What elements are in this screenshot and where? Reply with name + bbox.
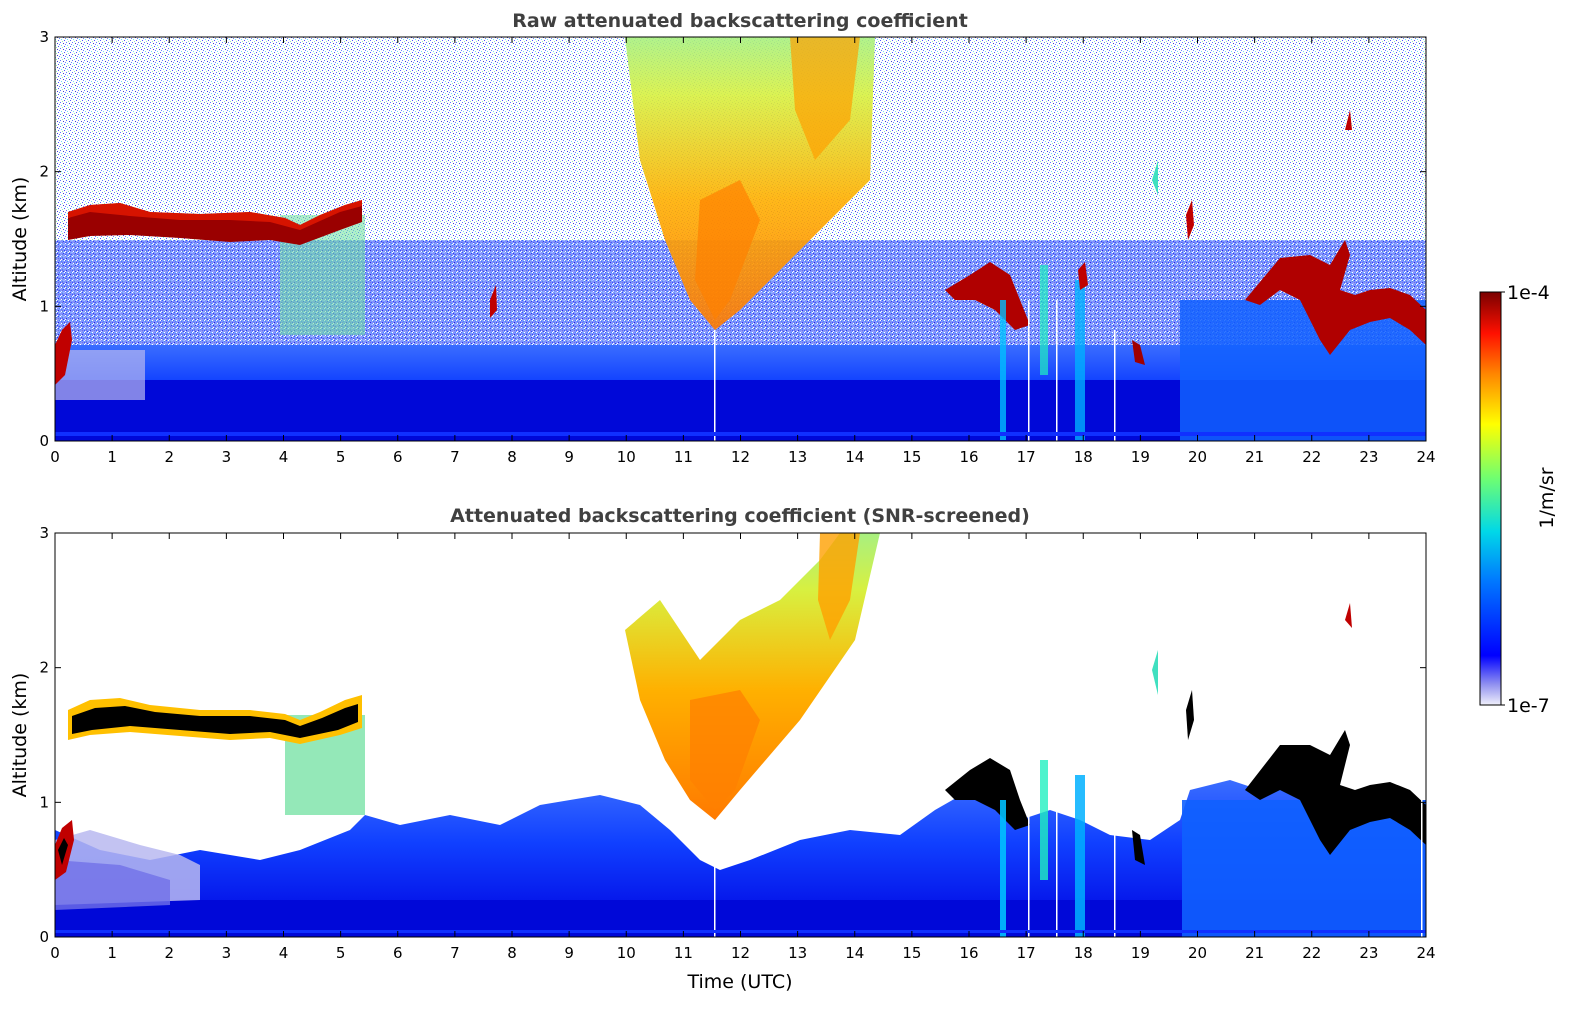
x-tick-label: 24 [1416,448,1435,466]
y-tick-label: 2 [39,659,49,677]
y-tick-label: 1 [39,793,49,811]
x-tick-label: 7 [450,944,460,962]
colorbar-max-label: 1e-4 [1507,282,1550,304]
y-axis-label: Altitude (km) [9,673,31,798]
y-tick-label: 0 [39,432,49,450]
raw-backscatter-panel: Raw attenuated backscattering coefficien… [9,10,1436,466]
colorbar-gradient [1479,291,1502,706]
x-tick-label: 1 [107,448,117,466]
y-tick-label: 3 [39,524,49,542]
x-tick-label: 0 [50,944,60,962]
x-tick-label: 20 [1188,944,1207,962]
x-tick-label: 17 [1017,944,1036,962]
x-tick-label: 22 [1302,944,1321,962]
y-axis-label: Altitude (km) [9,177,31,302]
x-tick-label: 14 [845,448,864,466]
y-tick-label: 1 [39,297,49,315]
colorbar: 1e-4 1e-7 1/m/sr [1479,282,1558,717]
x-tick-label: 19 [1131,448,1150,466]
y-tick-label: 0 [39,928,49,946]
heatmap-image [55,533,1426,937]
x-tick-label: 15 [902,944,921,962]
x-tick-label: 13 [788,944,807,962]
y-tick-label: 2 [39,163,49,181]
x-tick-label: 18 [1074,944,1093,962]
x-tick-label: 2 [164,944,174,962]
x-tick-label: 11 [674,944,693,962]
x-tick-label: 21 [1245,944,1264,962]
x-tick-label: 13 [788,448,807,466]
x-tick-label: 8 [507,448,517,466]
y-axis: 0 1 2 3 [39,524,1426,946]
x-tick-label: 16 [959,944,978,962]
snr-screened-backscatter-panel: Attenuated backscattering coefficient (S… [9,505,1436,993]
x-tick-label: 10 [617,448,636,466]
x-tick-label: 21 [1245,448,1264,466]
x-tick-label: 18 [1074,448,1093,466]
colorbar-min-label: 1e-7 [1507,695,1550,717]
x-tick-label: 12 [731,448,750,466]
colorbar-label: 1/m/sr [1536,467,1558,528]
x-tick-label: 11 [674,448,693,466]
x-tick-label: 6 [393,448,403,466]
x-tick-label: 23 [1359,944,1378,962]
y-axis: 0 1 2 3 [39,28,1426,450]
x-tick-label: 0 [50,448,60,466]
x-tick-label: 8 [507,944,517,962]
x-tick-label: 4 [279,448,289,466]
x-tick-label: 10 [617,944,636,962]
x-tick-label: 23 [1359,448,1378,466]
x-tick-label: 1 [107,944,117,962]
x-tick-label: 4 [279,944,289,962]
x-tick-label: 12 [731,944,750,962]
x-tick-label: 20 [1188,448,1207,466]
chart-title: Attenuated backscattering coefficient (S… [450,505,1030,527]
x-tick-label: 16 [959,448,978,466]
x-tick-label: 7 [450,448,460,466]
x-tick-label: 19 [1131,944,1150,962]
x-axis-label: Time (UTC) [686,971,792,993]
x-tick-label: 22 [1302,448,1321,466]
x-tick-label: 17 [1017,448,1036,466]
x-tick-label: 14 [845,944,864,962]
x-tick-label: 9 [564,448,574,466]
heatmap-image [55,37,1426,441]
x-tick-label: 6 [393,944,403,962]
x-tick-label: 5 [336,944,346,962]
x-tick-label: 5 [336,448,346,466]
x-tick-label: 2 [164,448,174,466]
y-tick-label: 3 [39,28,49,46]
x-axis: 0 1 2 3 4 5 6 7 8 9 10 11 12 13 14 15 16 17 18 19 20 21 22 23 24 [50,37,1436,466]
chart-title: Raw attenuated backscattering coefficien… [512,10,968,32]
x-tick-label: 15 [902,448,921,466]
x-tick-label: 3 [222,448,232,466]
x-tick-label: 3 [222,944,232,962]
x-tick-label: 9 [564,944,574,962]
x-axis: 0 1 2 3 4 5 6 7 8 9 10 11 12 13 14 15 16 17 18 19 20 21 22 23 24 [50,533,1436,962]
x-tick-label: 24 [1416,944,1435,962]
